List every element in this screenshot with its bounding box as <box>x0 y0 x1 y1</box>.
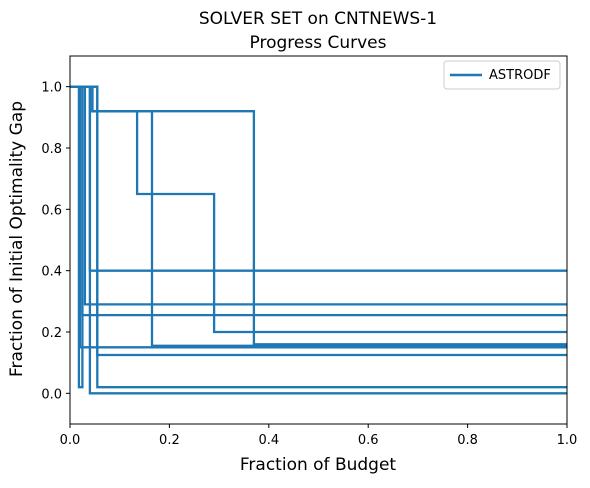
series-line-4 <box>70 85 567 334</box>
x-axis: 0.0 0.2 0.4 0.6 0.8 1.0 <box>60 424 578 448</box>
legend-label: ASTRODF <box>489 68 551 83</box>
x-tick-label: 0.8 <box>457 433 478 448</box>
series-line-9 <box>70 85 567 389</box>
plot-frame <box>69 55 568 425</box>
y-tick-label: 0.6 <box>41 203 62 218</box>
y-tick-label: 0.2 <box>41 326 62 341</box>
y-tick-label: 0.8 <box>41 142 62 157</box>
x-tick-label: 0.6 <box>358 433 379 448</box>
x-tick-label: 0.0 <box>60 433 81 448</box>
series-line-7 <box>70 85 567 349</box>
x-axis-label: Fraction of Budget <box>240 455 397 475</box>
x-tick-label: 0.4 <box>258 433 279 448</box>
series-line-5 <box>70 85 567 346</box>
y-axis: 0.0 0.2 0.4 0.6 0.8 1.0 <box>41 81 70 402</box>
chart-title: SOLVER SET on CNTNEWS-1 <box>199 9 437 29</box>
series-line-3 <box>70 85 567 317</box>
x-tick-label: 0.2 <box>159 433 180 448</box>
series-line-10 <box>70 85 567 395</box>
series-line-1 <box>70 85 567 272</box>
y-axis-label: Fraction of Initial Optimality Gap <box>7 101 27 377</box>
chart-subtitle: Progress Curves <box>250 33 387 53</box>
legend: ASTRODF <box>443 60 561 90</box>
x-tick-label: 1.0 <box>557 433 578 448</box>
y-tick-label: 0.0 <box>41 387 62 402</box>
y-tick-label: 0.4 <box>41 265 62 280</box>
series-layer <box>70 85 567 395</box>
y-tick-label: 1.0 <box>41 81 62 96</box>
legend-box <box>443 60 561 90</box>
series-line-6 <box>70 85 567 347</box>
